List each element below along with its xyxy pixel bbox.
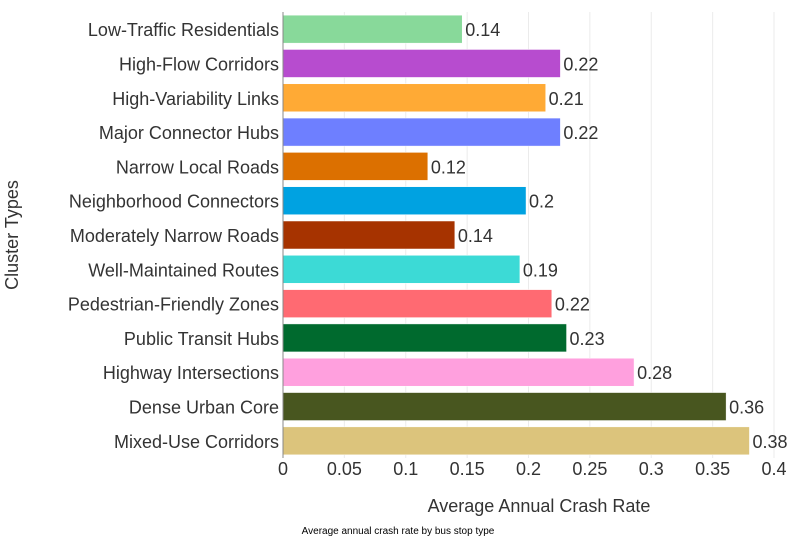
bar — [282, 255, 521, 284]
x-tick-label: 0.4 — [761, 459, 786, 479]
category-label: Moderately Narrow Roads — [70, 226, 279, 246]
category-label: Mixed-Use Corridors — [114, 432, 279, 452]
bar-value-label: 0.22 — [563, 54, 598, 74]
category-label: Pedestrian-Friendly Zones — [68, 295, 279, 315]
bar-value-label: 0.19 — [523, 260, 558, 280]
bar-value-label: 0.2 — [529, 192, 554, 212]
bar-value-label: 0.21 — [549, 89, 584, 109]
y-axis-title: Cluster Types — [2, 180, 22, 290]
bar — [282, 289, 553, 318]
x-tick-label: 0 — [278, 459, 288, 479]
category-label: Major Connector Hubs — [99, 123, 279, 143]
x-tick-label: 0.15 — [450, 459, 485, 479]
category-label: High-Flow Corridors — [119, 54, 279, 74]
chart-caption: Average annual crash rate by bus stop ty… — [302, 526, 495, 537]
bar — [282, 14, 463, 44]
bar — [282, 186, 527, 215]
bar — [282, 83, 546, 113]
bar — [282, 357, 635, 387]
x-tick-label: 0.2 — [516, 459, 541, 479]
x-tick-label: 0.35 — [695, 459, 730, 479]
bar-value-label: 0.36 — [729, 398, 764, 418]
bar — [282, 426, 750, 456]
category-label: Neighborhood Connectors — [69, 192, 279, 212]
x-tick-label: 0.05 — [327, 459, 362, 479]
category-labels: Low-Traffic Residentials High-Flow Corrid… — [68, 20, 279, 452]
bar — [282, 117, 561, 147]
x-tick-label: 0.25 — [572, 459, 607, 479]
bar-value-label: 0.23 — [570, 329, 605, 349]
category-label: Highway Intersections — [103, 363, 279, 383]
bar-value-label: 0.12 — [431, 157, 466, 177]
x-tick-labels: 0 0.05 0.1 0.15 0.2 0.25 0.3 0.35 0.4 — [278, 459, 787, 479]
bar — [282, 323, 567, 353]
category-label: Narrow Local Roads — [116, 157, 279, 177]
bar — [282, 49, 561, 78]
bar-value-label: 0.22 — [555, 295, 590, 315]
bar-value-label: 0.22 — [563, 123, 598, 143]
bars: 0.14 0.22 0.21 0.22 0.12 0.2 0.14 0.19 0.22 0.23 0… — [282, 14, 787, 456]
bar-value-label: 0.28 — [637, 363, 672, 383]
bar-value-label: 0.38 — [752, 432, 787, 452]
category-label: Well-Maintained Routes — [88, 260, 279, 280]
bar-value-label: 0.14 — [458, 226, 493, 246]
category-label: Dense Urban Core — [129, 398, 279, 418]
bar — [282, 220, 456, 250]
bar-value-label: 0.14 — [465, 20, 500, 40]
bar — [282, 152, 429, 181]
bar — [282, 392, 727, 421]
category-label: Low-Traffic Residentials — [88, 20, 279, 40]
x-tick-label: 0.3 — [639, 459, 664, 479]
category-label: Public Transit Hubs — [124, 329, 279, 349]
x-axis-title: Average Annual Crash Rate — [428, 496, 651, 516]
category-label: High-Variability Links — [112, 89, 279, 109]
x-tick-label: 0.1 — [393, 459, 418, 479]
